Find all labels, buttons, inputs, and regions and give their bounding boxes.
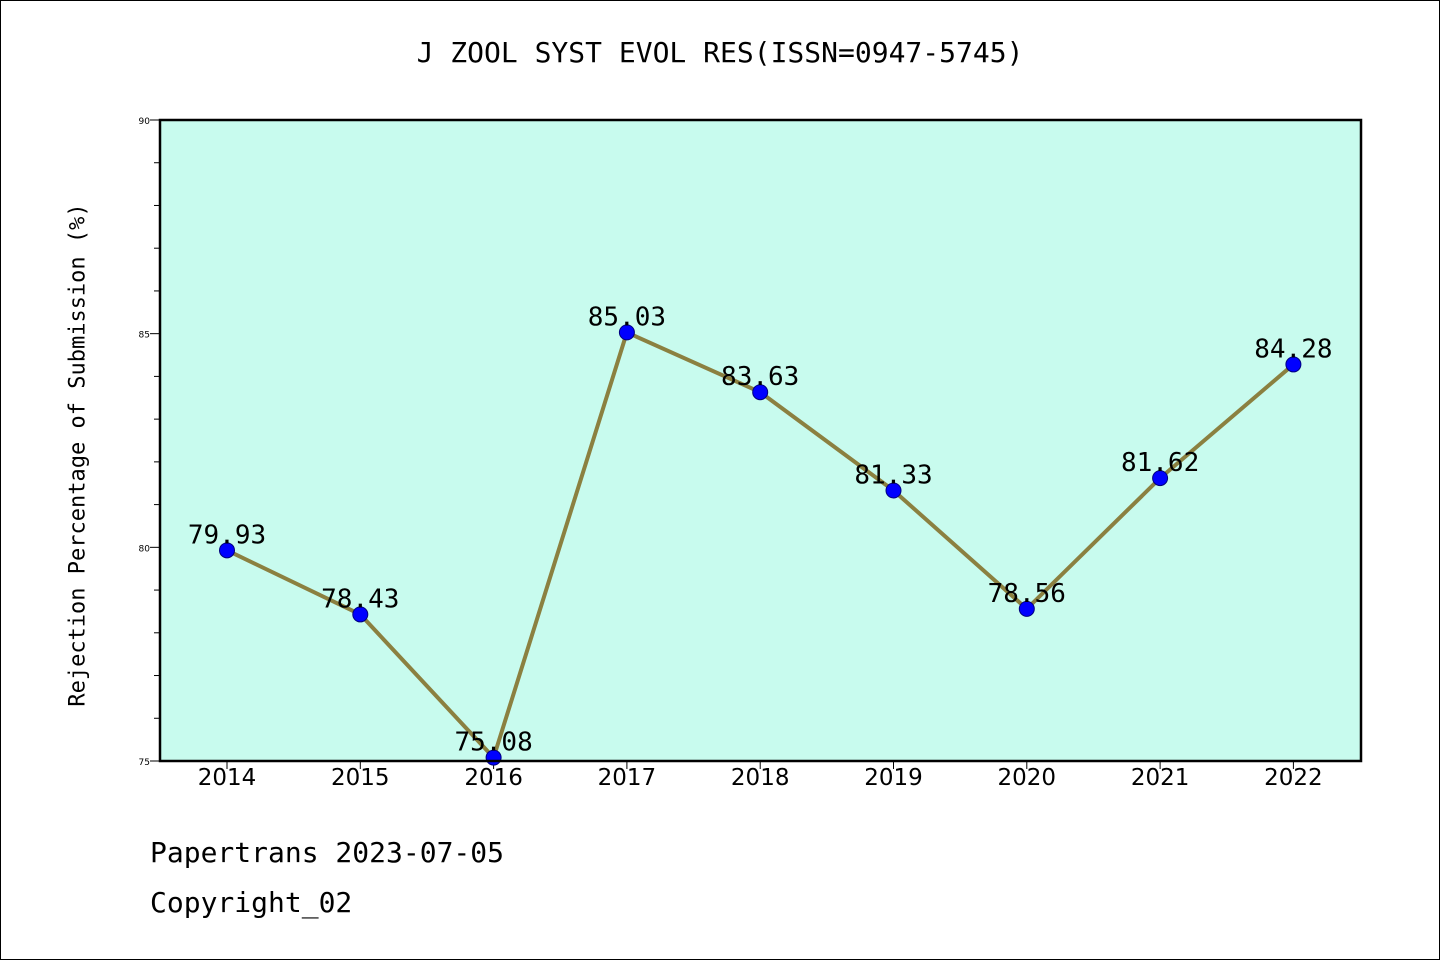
data-point-2022 — [1285, 356, 1302, 373]
plot-frame — [158, 118, 1363, 763]
data-point-2021 — [1152, 470, 1169, 487]
data-label-2021: 81.62 — [1121, 448, 1199, 478]
data-label-2017: 85.03 — [588, 302, 666, 332]
data-label-2022: 84.28 — [1254, 334, 1332, 364]
data-point-2018 — [752, 384, 769, 401]
x-tick-label-2022: 2022 — [1264, 765, 1323, 791]
data-label-2014: 79.93 — [188, 520, 266, 550]
data-point-2014 — [219, 542, 235, 559]
x-tick-label-2014: 2014 — [198, 765, 257, 791]
x-tick-label-2017: 2017 — [598, 765, 657, 791]
data-point-2020 — [1018, 600, 1035, 617]
x-tick-label-2016: 2016 — [464, 765, 523, 791]
data-label-2018: 83.63 — [721, 362, 799, 392]
y-tick-label: 85 — [139, 331, 150, 341]
x-tick-label-2015: 2015 — [331, 765, 390, 791]
x-tick-label-2019: 2019 — [864, 765, 923, 791]
footer-source: Papertrans 2023-07-05 — [150, 836, 505, 869]
data-point-2015 — [352, 606, 369, 623]
y-tick-label: 90 — [139, 117, 151, 127]
data-point-2017 — [618, 324, 635, 341]
x-tick-label-2021: 2021 — [1131, 765, 1190, 791]
data-label-2015: 78.43 — [321, 584, 399, 614]
chart-title: J ZOOL SYST EVOL RES(ISSN=0947-5745) — [416, 36, 1024, 69]
x-tick-label-2020: 2020 — [998, 765, 1057, 791]
data-label-2016: 75.08 — [454, 728, 532, 758]
x-tick-label-2018: 2018 — [731, 765, 790, 791]
plot-area — [160, 120, 1361, 761]
footer-copyright: Copyright_02 — [150, 886, 353, 919]
data-point-2019 — [885, 482, 902, 499]
y-tick-label: 80 — [139, 544, 151, 554]
data-label-2020: 78.56 — [988, 579, 1066, 609]
data-label-2019: 81.33 — [854, 460, 932, 490]
y-tick-label: 75 — [139, 758, 150, 768]
